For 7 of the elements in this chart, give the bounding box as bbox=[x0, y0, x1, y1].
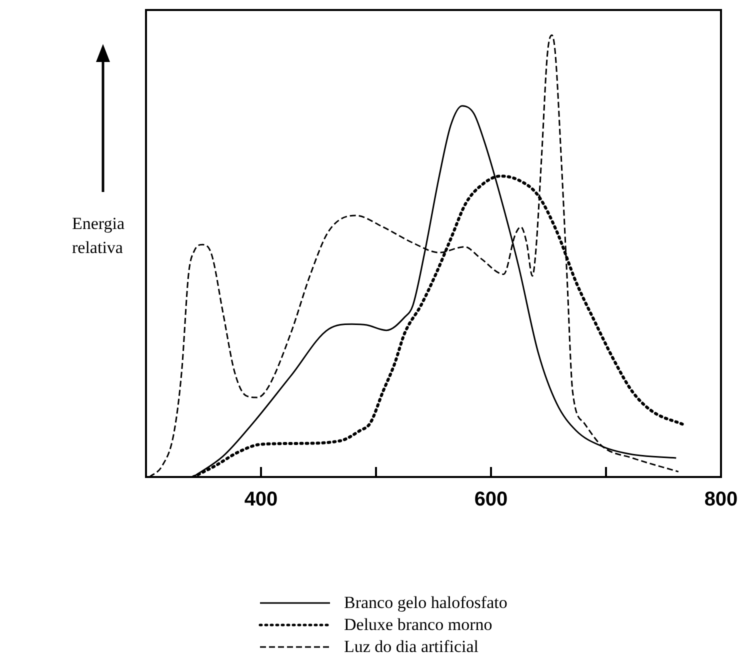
x-tick-label: 600 bbox=[474, 488, 508, 511]
legend-label: Luz do dia artificial bbox=[344, 637, 479, 657]
x-tick-label: 800 bbox=[704, 488, 738, 511]
legend-label: Branco gelo halofosfato bbox=[344, 593, 508, 613]
y-axis-title: Energia relativa bbox=[72, 213, 126, 259]
x-tick-label: 400 bbox=[244, 488, 278, 511]
legend-label: Deluxe branco morno bbox=[344, 615, 492, 635]
